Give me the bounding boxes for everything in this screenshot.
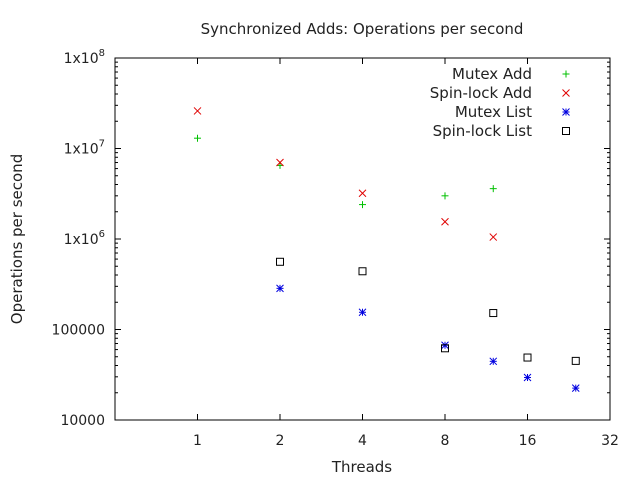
- data-point: [193, 107, 202, 115]
- y-tick-label-base: 1x10: [64, 51, 99, 67]
- x-tick-label: 32: [601, 433, 619, 449]
- y-tick-label-base: 10000: [60, 413, 105, 429]
- x-tick-label: 8: [441, 433, 450, 449]
- legend-label: Mutex List: [455, 103, 532, 121]
- y-tick-label: 10000: [60, 413, 105, 429]
- x-tick-label: 2: [276, 433, 285, 449]
- chart-title: Synchronized Adds: Operations per second: [201, 20, 524, 38]
- y-tick-label-base: 1x10: [64, 142, 99, 158]
- legend-label: Spin-lock List: [433, 122, 533, 140]
- y-tick-label: 1x106: [64, 229, 105, 248]
- y-tick-label: 100000: [52, 323, 105, 339]
- y-tick-label-base: 1x10: [64, 232, 99, 248]
- data-point: [571, 384, 580, 392]
- x-tick-label: 4: [358, 433, 367, 449]
- data-point: [489, 233, 498, 241]
- y-tick-label-exponent: 8: [99, 48, 105, 59]
- data-point: [276, 257, 284, 266]
- data-point: [441, 192, 449, 200]
- plot-frame: [114, 57, 611, 421]
- data-point: [359, 201, 366, 209]
- legend-label: Spin-lock Add: [430, 84, 532, 102]
- x-tick-label: 1: [193, 433, 202, 449]
- data-point: [194, 134, 201, 142]
- data-point: [523, 373, 532, 382]
- data-point: [276, 284, 284, 293]
- legend-marker: [562, 70, 570, 78]
- y-tick-label-base: 100000: [52, 323, 105, 339]
- data-points: [193, 107, 580, 392]
- y-axis-label: Operations per second: [8, 154, 26, 324]
- data-point: [523, 353, 532, 362]
- legend-marker: [562, 89, 570, 97]
- data-point: [358, 189, 367, 198]
- data-point: [571, 356, 580, 365]
- data-point: [489, 309, 498, 318]
- y-tick-label: 1x108: [64, 48, 105, 67]
- data-point: [358, 267, 367, 276]
- y-tick-label-exponent: 7: [99, 139, 105, 150]
- data-point: [489, 357, 498, 366]
- x-axis-label: Threads: [331, 458, 392, 476]
- y-tick-label-exponent: 6: [99, 229, 105, 240]
- legend-marker: [562, 108, 570, 116]
- data-point: [276, 158, 284, 167]
- legend-marker: [562, 127, 570, 135]
- data-point: [489, 185, 497, 193]
- legend-label: Mutex Add: [452, 65, 532, 83]
- y-tick-label: 1x107: [64, 139, 105, 158]
- data-point: [358, 308, 367, 317]
- x-tick-label: 16: [519, 433, 537, 449]
- data-point: [441, 217, 449, 226]
- data-point: [441, 344, 449, 353]
